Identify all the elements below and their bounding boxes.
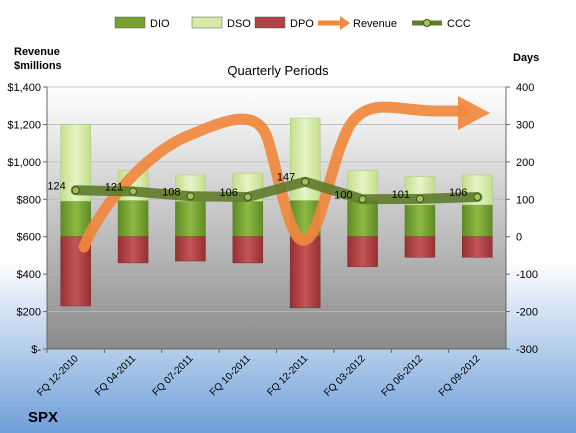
right-axis-title: Days <box>513 52 539 64</box>
data-labels: 124 121 108 106 147 100 101 106 <box>47 172 467 202</box>
dpo-bar <box>232 236 264 264</box>
left-tick-label: $1,200 <box>7 119 41 131</box>
legend-label: CCC <box>447 18 471 30</box>
right-tick-label: 400 <box>516 82 534 94</box>
dpo-bar <box>404 236 436 258</box>
ccc-series <box>70 176 483 205</box>
left-tick-label: $1,000 <box>7 157 41 169</box>
revenue-series <box>78 96 490 253</box>
legend-label: DIO <box>150 18 170 30</box>
ccc-point <box>473 193 482 202</box>
left-tick-label: $800 <box>17 194 41 206</box>
left-tick-label: $200 <box>17 307 41 319</box>
ccc-data-label: 106 <box>219 187 237 199</box>
right-tick-label: -100 <box>516 269 538 281</box>
dpo-bar <box>117 236 149 264</box>
dpo-bar <box>462 236 493 258</box>
ccc-data-label: 106 <box>449 187 467 199</box>
dio-bar <box>117 200 149 237</box>
ccc-point <box>243 193 252 202</box>
dpo-bar <box>347 236 378 267</box>
ccc-point <box>301 177 310 186</box>
right-tick-label: 100 <box>516 194 534 206</box>
legend: DIO DSO DPO Revenue CCC <box>114 16 471 30</box>
left-tick-label: $400 <box>17 269 41 281</box>
right-tick-label: 300 <box>516 119 534 131</box>
ccc-line <box>70 176 483 205</box>
ccc-point <box>415 194 424 203</box>
right-axis: -300 -200 -100 0 100 200 300 400 <box>505 82 538 356</box>
left-axis: $- $200 $400 $600 $800 $1,000 $1,200 $1,400 <box>7 82 48 356</box>
left-tick-label: $1,400 <box>7 82 41 94</box>
legend-label: DPO <box>290 18 314 30</box>
legend-swatch-revenue-head <box>340 16 350 30</box>
ccc-data-label: 124 <box>47 180 65 192</box>
left-tick-label: $600 <box>17 232 41 244</box>
ticker-label: SPX <box>28 409 58 426</box>
left-axis-title-line2: $millions <box>14 60 62 72</box>
right-tick-label: 200 <box>516 157 534 169</box>
dio-bar <box>175 200 206 237</box>
dio-bar <box>462 204 493 237</box>
ccc-data-label: 101 <box>392 189 410 201</box>
dio-bar <box>404 204 436 237</box>
right-tick-label: 0 <box>516 232 522 244</box>
plot-area <box>47 87 506 349</box>
ccc-data-label: 121 <box>105 181 123 193</box>
legend-label: DSO <box>227 18 251 30</box>
dpo-bar <box>175 236 206 262</box>
left-axis-title-line1: Revenue <box>14 46 60 58</box>
legend-swatch-dso <box>191 16 223 29</box>
ccc-point <box>186 192 195 201</box>
dio-bar <box>232 200 264 237</box>
legend-swatch-dio <box>114 16 146 29</box>
right-tick-label: -200 <box>516 307 538 319</box>
ccc-data-label: 100 <box>334 189 352 201</box>
dpo-bar <box>289 236 321 309</box>
chart-title: Quarterly Periods <box>227 63 329 78</box>
ccc-point <box>129 187 138 196</box>
ccc-data-label: 147 <box>277 172 295 184</box>
ccc-data-label: 108 <box>162 186 180 198</box>
ccc-point <box>71 186 80 195</box>
left-tick-label: $- <box>31 344 41 356</box>
legend-label: Revenue <box>353 18 397 30</box>
dio-bar <box>347 200 378 237</box>
revenue-line <box>78 101 468 253</box>
ccc-point <box>358 195 367 204</box>
legend-swatch-ccc-marker <box>423 19 431 27</box>
right-tick-label: -300 <box>516 344 538 356</box>
revenue-arrowhead <box>458 96 490 130</box>
legend-swatch-dpo <box>254 16 286 29</box>
